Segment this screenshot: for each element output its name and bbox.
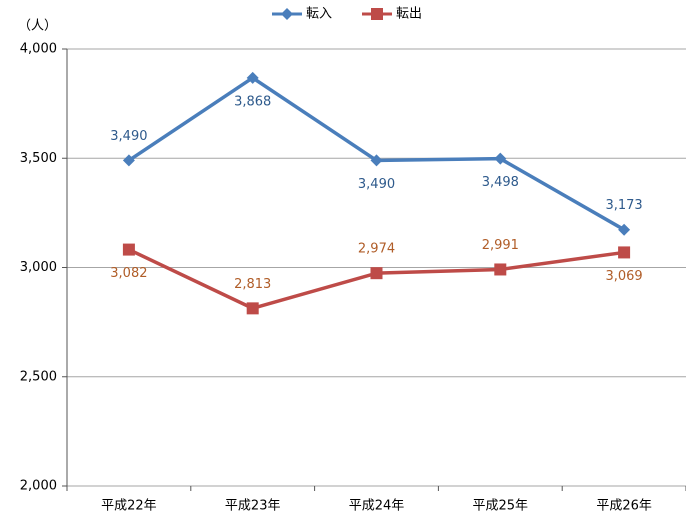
y-tick-label: 4,000 [20,42,57,57]
marker [494,152,507,165]
marker [246,302,259,315]
y-tick-label: 2,500 [20,369,57,384]
data-label: 2,991 [482,238,519,253]
data-label: 3,173 [605,198,642,213]
x-tick-label: 平成26年 [596,499,652,514]
legend-label: 転出 [396,7,422,22]
data-label: 2,813 [234,277,271,292]
data-label: 3,082 [110,266,147,281]
data-label: 3,069 [605,269,642,284]
marker [618,223,631,236]
marker [618,246,631,259]
marker [122,243,135,256]
y-tick-label: 2,000 [20,479,57,494]
marker [370,267,383,280]
line [127,75,625,232]
marker [494,263,507,276]
x-tick-label: 平成24年 [349,499,405,514]
marker [370,154,383,167]
marker [246,71,259,84]
marker [281,8,293,20]
data-label: 3,490 [358,177,395,192]
y-tick-label: 3,000 [20,260,57,275]
legend-label: 転入 [306,7,332,22]
data-label: 3,490 [110,129,147,144]
x-tick-label: 平成23年 [225,499,281,514]
data-label: 3,868 [234,94,271,109]
y-axis-label: （人） [18,19,57,34]
marker [371,8,383,20]
data-label: 3,498 [482,175,519,190]
x-tick-label: 平成25年 [473,499,529,514]
data-label: 2,974 [358,242,395,257]
y-tick-label: 3,500 [20,151,57,166]
x-tick-label: 平成22年 [101,499,157,514]
marker [122,154,135,167]
